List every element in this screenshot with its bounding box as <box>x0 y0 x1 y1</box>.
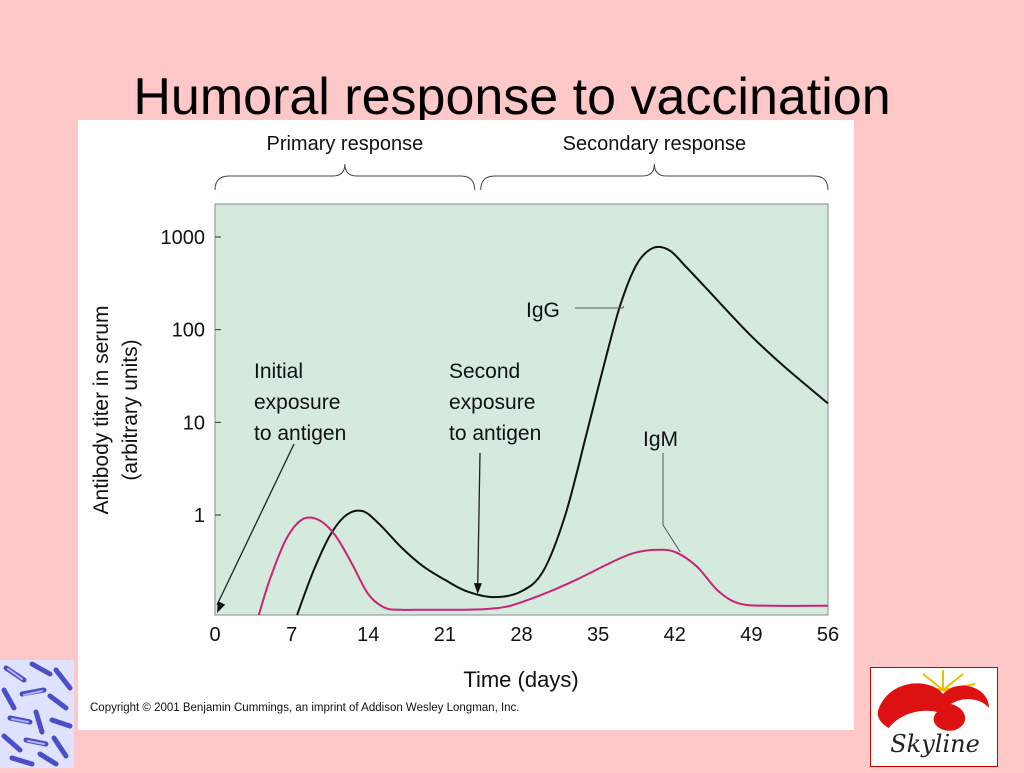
x-axis-ticks: 0 7 14 21 28 35 42 49 56 <box>209 624 839 646</box>
x-axis-label: Time (days) <box>463 667 578 692</box>
y-axis-ticks: 1 10 100 1000 <box>161 227 221 527</box>
bracket-primary <box>214 163 476 191</box>
series-label-igm: IgM <box>643 428 678 451</box>
y-tick-label: 1000 <box>161 227 206 249</box>
copyright-notice: Copyright © 2001 Benjamin Cummings, an i… <box>90 702 520 714</box>
series-label-leader <box>575 305 624 309</box>
x-tick-label: 35 <box>587 624 609 646</box>
x-tick-label: 42 <box>664 624 686 646</box>
annotation-text: Second exposure to antigen <box>449 360 541 445</box>
y-axis-label: Antibody titer in serum (arbitrary units) <box>90 306 142 515</box>
series-line-igg <box>296 245 829 616</box>
chart-annotations: Initial exposure to antigen Second exposure t… <box>216 299 681 613</box>
bracket-label: Secondary response <box>563 133 746 155</box>
antibody-titer-chart: Primary response Secondary response 1 10 10… <box>90 133 839 692</box>
annotation-line: exposure <box>254 391 340 414</box>
annotation-line: to antigen <box>449 422 541 445</box>
y-axis-label-line: (arbitrary units) <box>119 339 142 480</box>
annotation-arrow <box>477 452 481 587</box>
x-tick-label: 7 <box>286 624 297 646</box>
y-tick-label: 100 <box>172 320 205 342</box>
bracket-secondary <box>480 163 829 191</box>
y-tick-label: 10 <box>183 412 205 434</box>
y-axis-label-line: Antibody titer in serum <box>90 306 113 515</box>
series-lines <box>257 245 829 616</box>
series-line-igm <box>257 516 829 616</box>
chart-figure: Primary response Secondary response 1 10 10… <box>78 120 854 730</box>
x-tick-label: 21 <box>434 624 456 646</box>
slide-title: Humoral response to vaccination <box>133 68 891 126</box>
bracket-label: Primary response <box>266 133 423 155</box>
arrow-head <box>473 583 482 595</box>
logo-wordmark: Skyline <box>890 730 980 758</box>
bacteria-image <box>0 660 74 768</box>
y-tick-label: 1 <box>194 505 205 527</box>
annotation-text: Initial exposure to antigen <box>254 360 346 445</box>
response-brackets: Primary response Secondary response <box>214 133 829 191</box>
x-tick-label: 0 <box>209 624 220 646</box>
series-label-igg: IgG <box>526 299 560 322</box>
series-label-leader <box>662 453 681 553</box>
annotation-line: to antigen <box>254 422 346 445</box>
arrow-head <box>217 601 226 613</box>
axis-labels: Time (days) Antibody titer in serum (arbit… <box>90 306 579 692</box>
annotation-line: Second <box>449 360 520 383</box>
annotation-arrow <box>216 443 295 606</box>
plot-area <box>214 203 829 616</box>
annotation-line: Initial <box>254 360 303 383</box>
skyline-logo: Skyline <box>870 667 998 767</box>
x-tick-label: 28 <box>510 624 532 646</box>
x-tick-label: 49 <box>740 624 762 646</box>
x-tick-label: 56 <box>817 624 839 646</box>
x-tick-label: 14 <box>357 624 379 646</box>
annotation-line: exposure <box>449 391 535 414</box>
